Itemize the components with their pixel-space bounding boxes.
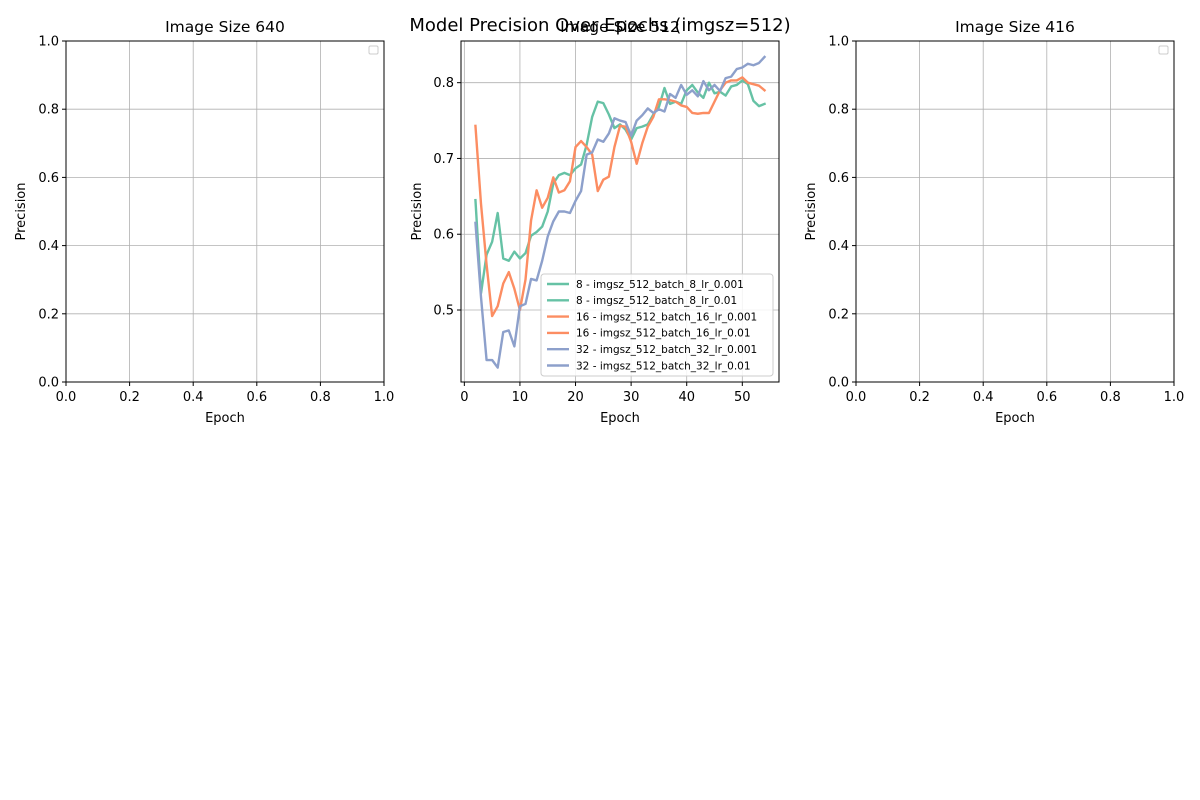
y-tick-label: 0.0 <box>38 376 59 391</box>
x-tick-label: 20 <box>567 390 584 405</box>
subplot-2: 0 10 20 30 40 50 0.5 0.6 0.7 0.8 Image Size 512 Epo… <box>410 18 780 426</box>
y-tick-label: 1.0 <box>828 35 849 50</box>
subplot-title: Image Size 512 <box>560 18 680 36</box>
y-tick-label: 0.6 <box>828 171 849 186</box>
legend-box <box>540 273 774 377</box>
series-line-1 <box>474 79 767 295</box>
x-tick-label: 50 <box>734 390 751 405</box>
series-line-5 <box>474 55 767 369</box>
x-tick-label: 0 <box>460 390 468 405</box>
x-tick-label: 0.0 <box>846 390 867 405</box>
y-tick-label: 0.5 <box>433 304 454 319</box>
y-tick-label: 1.0 <box>38 35 59 50</box>
axes-frame <box>460 40 780 383</box>
y-tick-label: 0.6 <box>38 171 59 186</box>
y-tick-label: 0.2 <box>828 307 849 322</box>
legend-entry: 16 - imgsz_512_batch_16_lr_0.01 <box>576 328 751 340</box>
subplot-title: Image Size 416 <box>955 18 1075 36</box>
legend-box-empty <box>368 45 379 55</box>
y-axis-label: Precision <box>804 182 819 240</box>
legend-entry: 32 - imgsz_512_batch_32_lr_0.001 <box>576 344 757 356</box>
y-tick-label: 0.8 <box>38 103 59 118</box>
y-tick-label: 0.4 <box>38 239 59 254</box>
y-axis-label: Precision <box>14 182 29 240</box>
legend-entry: 8 - imgsz_512_batch_8_lr_0.01 <box>576 295 737 307</box>
y-tick-label: 0.6 <box>433 228 454 243</box>
x-tick-label: 40 <box>678 390 695 405</box>
legend-entry: 8 - imgsz_512_batch_8_lr_0.001 <box>576 279 744 291</box>
y-tick-label: 0.8 <box>828 103 849 118</box>
x-axis-label: Epoch <box>205 411 245 426</box>
x-axis-label: Epoch <box>600 411 640 426</box>
x-tick-label: 10 <box>512 390 529 405</box>
x-tick-label: 1.0 <box>1164 390 1185 405</box>
x-tick-label: 0.8 <box>1100 390 1121 405</box>
legend-entry: 16 - imgsz_512_batch_16_lr_0.001 <box>576 311 757 323</box>
y-tick-label: 0.8 <box>433 76 454 91</box>
subplot-3: 0.0 0.2 0.4 0.6 0.8 1.0 0.0 0.2 0.4 0.6 0.8 1.0 Imag… <box>804 18 1184 426</box>
x-tick-label: 0.4 <box>973 390 994 405</box>
axes-layer: 0.0 0.2 0.4 0.6 0.8 1.0 0.0 0.2 0.4 0.6 0.8 1.0 Imag… <box>14 18 1184 426</box>
subplot-1: 0.0 0.2 0.4 0.6 0.8 1.0 0.0 0.2 0.4 0.6 0.8 1.0 Imag… <box>14 18 394 426</box>
axes-frame <box>855 40 1175 383</box>
x-tick-label: 0.2 <box>119 390 140 405</box>
x-axis-label: Epoch <box>995 411 1035 426</box>
y-tick-label: 0.2 <box>38 307 59 322</box>
y-tick-label: 0.4 <box>828 239 849 254</box>
x-tick-label: 0.2 <box>909 390 930 405</box>
y-tick-label: 0.0 <box>828 376 849 391</box>
series-line-3 <box>474 76 767 318</box>
legend-box-empty <box>1158 45 1169 55</box>
x-tick-label: 1.0 <box>374 390 395 405</box>
x-tick-label: 30 <box>623 390 640 405</box>
x-tick-label: 0.4 <box>183 390 204 405</box>
y-axis-label: Precision <box>410 182 425 240</box>
legend-entry: 32 - imgsz_512_batch_32_lr_0.01 <box>576 360 751 372</box>
figure-title: Model Precision Over Epochs (imgsz=512) <box>409 15 790 36</box>
x-tick-label: 0.8 <box>310 390 331 405</box>
x-tick-label: 0.0 <box>56 390 77 405</box>
x-tick-label: 0.6 <box>246 390 267 405</box>
axes-frame <box>65 40 385 383</box>
subplot-title: Image Size 640 <box>165 18 285 36</box>
x-tick-label: 0.6 <box>1036 390 1057 405</box>
y-tick-label: 0.7 <box>433 152 454 167</box>
